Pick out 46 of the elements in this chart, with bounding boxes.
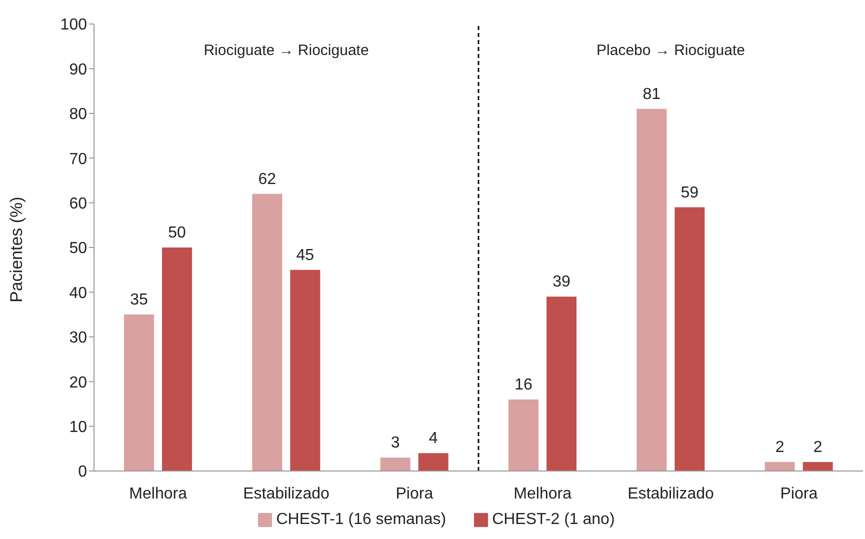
bar (802, 462, 833, 471)
data-label: 3 (390, 434, 400, 452)
x-tick-label: Estabilizado (628, 485, 714, 502)
legend-label: CHEST-1 (16 semanas) (276, 511, 446, 528)
y-tick-label: 70 (69, 150, 88, 168)
data-label: 2 (775, 439, 784, 456)
bar (636, 108, 667, 471)
y-axis-title: Pacientes (%) (7, 196, 26, 302)
data-label: 16 (514, 376, 532, 394)
annotation: Riociguate → Riociguate (202, 42, 370, 59)
y-tick-label: 30 (69, 330, 88, 347)
bar (252, 194, 282, 471)
legend-label: CHEST-2 (1 ano) (492, 511, 615, 528)
y-tick-label: 50 (69, 240, 88, 258)
annotation: Placebo → Riociguate (596, 42, 746, 59)
y-tick-label: 60 (69, 195, 88, 212)
bar (418, 453, 448, 471)
x-tick-label: Piora (396, 485, 434, 502)
data-label: 39 (552, 274, 570, 291)
x-tick-label: Estabilizado (243, 485, 330, 502)
y-tick-label: 20 (69, 374, 88, 392)
x-tick-label: Melhora (514, 485, 572, 502)
bar (290, 270, 320, 471)
data-label: 62 (258, 170, 276, 188)
y-tick-label: 40 (69, 284, 88, 302)
y-tick-label: 100 (60, 16, 88, 34)
bar (162, 248, 192, 471)
y-tick-label: 0 (78, 464, 88, 481)
bar (764, 462, 795, 471)
data-label: 45 (296, 246, 314, 264)
data-label: 50 (168, 224, 186, 242)
y-tick-label: 10 (69, 418, 88, 436)
data-label: 4 (428, 430, 438, 448)
bar (124, 314, 154, 471)
y-tick-label: 90 (69, 61, 88, 78)
bar (508, 399, 538, 471)
bar (546, 296, 576, 471)
data-label: 81 (642, 86, 661, 103)
data-label: 59 (680, 184, 699, 202)
bar (674, 207, 705, 471)
bar (380, 458, 410, 471)
x-tick-label: Piora (780, 485, 818, 502)
data-label: 35 (130, 292, 148, 309)
x-tick-label: Melhora (129, 485, 188, 502)
y-tick-label: 80 (69, 106, 88, 124)
data-label: 2 (813, 439, 822, 456)
